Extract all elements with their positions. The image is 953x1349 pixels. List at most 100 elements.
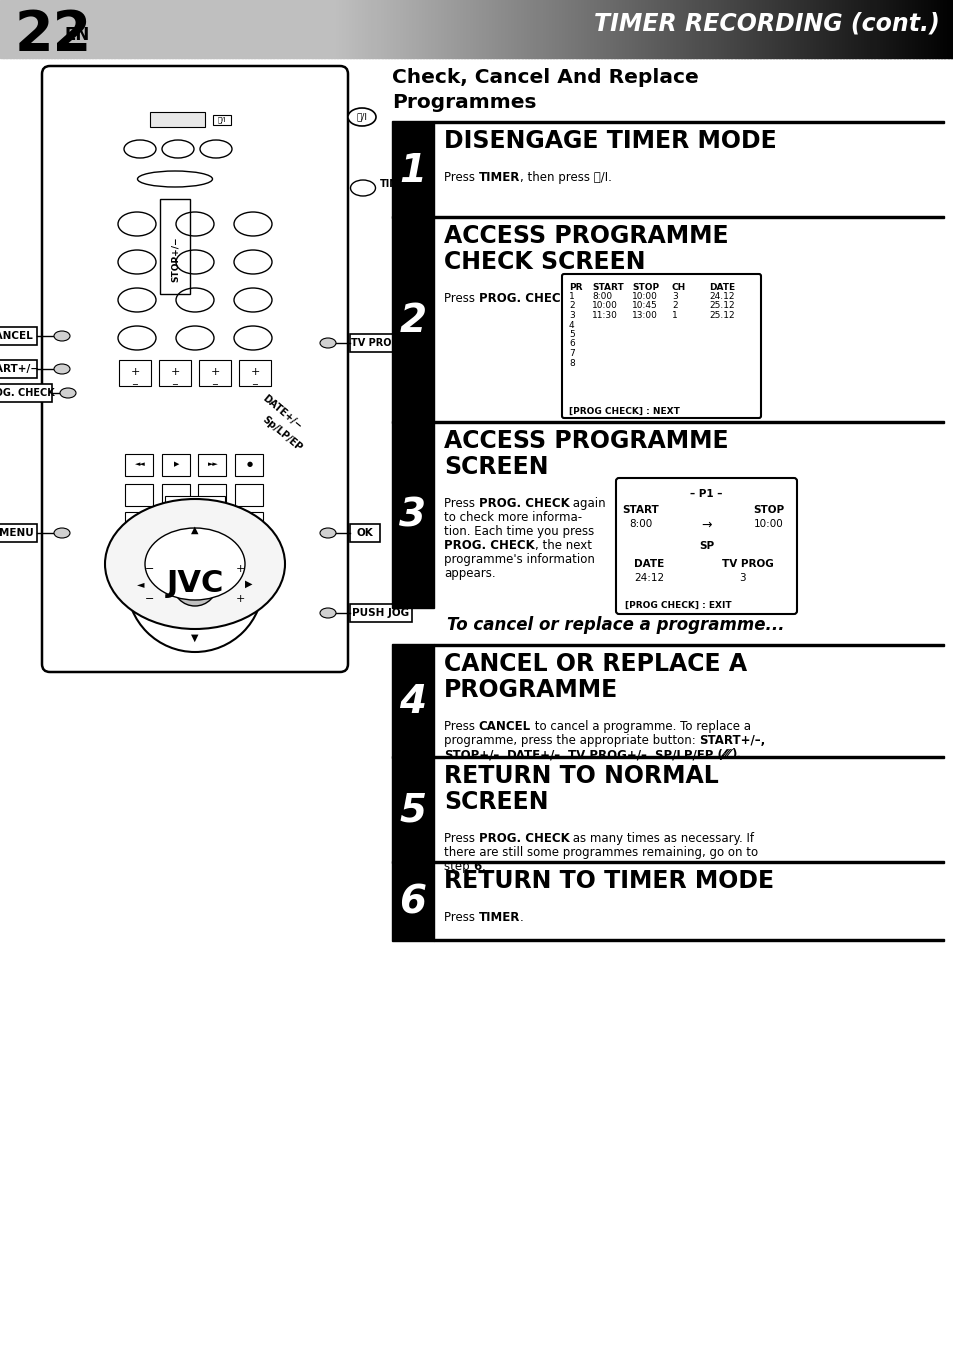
Bar: [832, 0, 837, 58]
Bar: [756, 0, 760, 58]
Bar: [375, 0, 379, 58]
Bar: [140, 0, 144, 58]
Bar: [934, 0, 938, 58]
Bar: [737, 0, 741, 58]
Bar: [38, 0, 42, 58]
Ellipse shape: [54, 364, 70, 374]
Bar: [877, 0, 881, 58]
Bar: [457, 0, 461, 58]
Bar: [781, 0, 785, 58]
Text: +: +: [171, 367, 179, 376]
Bar: [839, 0, 842, 58]
Bar: [394, 0, 398, 58]
Text: −: −: [145, 564, 154, 575]
Bar: [883, 0, 887, 58]
Bar: [283, 0, 287, 58]
Text: TIMER: TIMER: [379, 179, 414, 189]
Text: [PROG CHECK] : NEXT: [PROG CHECK] : NEXT: [568, 407, 679, 415]
Bar: [559, 0, 563, 58]
Bar: [57, 0, 61, 58]
Text: Press: Press: [443, 911, 478, 924]
Text: 4: 4: [399, 683, 426, 720]
Bar: [550, 0, 554, 58]
Text: there are still some programmes remaining, go on to: there are still some programmes remainin…: [443, 846, 758, 859]
Text: ▼: ▼: [191, 633, 198, 643]
Bar: [486, 0, 490, 58]
Bar: [426, 0, 430, 58]
Ellipse shape: [118, 212, 156, 236]
Bar: [251, 0, 255, 58]
Bar: [239, 360, 271, 386]
Bar: [432, 0, 436, 58]
Text: 3: 3: [399, 496, 426, 534]
Ellipse shape: [233, 287, 272, 312]
Bar: [434, 121, 943, 123]
Bar: [922, 0, 925, 58]
Text: ACCESS PROGRAMME: ACCESS PROGRAMME: [443, 429, 728, 453]
Bar: [613, 0, 618, 58]
Bar: [521, 0, 525, 58]
Text: 11:30: 11:30: [592, 312, 618, 320]
Bar: [765, 0, 770, 58]
Ellipse shape: [233, 212, 272, 236]
Bar: [119, 360, 151, 386]
Text: TIMER: TIMER: [478, 171, 519, 183]
Bar: [200, 0, 204, 58]
Bar: [607, 0, 611, 58]
Text: +: +: [235, 564, 244, 575]
Text: .: .: [519, 911, 523, 924]
Bar: [543, 0, 547, 58]
Bar: [3, 0, 8, 58]
Bar: [572, 0, 576, 58]
Bar: [340, 0, 344, 58]
Text: CHECK SCREEN: CHECK SCREEN: [443, 250, 645, 274]
Bar: [464, 0, 468, 58]
Bar: [193, 0, 198, 58]
Bar: [136, 0, 141, 58]
Bar: [950, 0, 953, 58]
Bar: [619, 0, 623, 58]
Text: JVC: JVC: [166, 569, 223, 599]
Bar: [234, 484, 263, 506]
Bar: [346, 0, 351, 58]
Text: 3: 3: [671, 291, 677, 301]
Bar: [445, 0, 449, 58]
Text: PUSH JOG: PUSH JOG: [352, 608, 409, 618]
Bar: [392, 216, 434, 424]
Bar: [22, 0, 27, 58]
Text: →: →: [700, 519, 711, 532]
Bar: [234, 513, 263, 534]
Bar: [127, 0, 132, 58]
Bar: [95, 0, 99, 58]
Text: SP: SP: [699, 541, 713, 550]
Bar: [51, 0, 55, 58]
Bar: [403, 0, 408, 58]
Bar: [150, 0, 153, 58]
Bar: [867, 0, 871, 58]
Bar: [636, 0, 639, 58]
Text: 7: 7: [568, 349, 574, 357]
Text: 24.12: 24.12: [708, 291, 734, 301]
Bar: [229, 0, 233, 58]
Text: START: START: [592, 283, 623, 291]
Text: Check, Cancel And Replace: Check, Cancel And Replace: [392, 67, 698, 86]
Bar: [359, 0, 363, 58]
Bar: [677, 0, 680, 58]
Bar: [216, 0, 220, 58]
Bar: [159, 0, 163, 58]
Bar: [131, 0, 134, 58]
Text: ⏻/I: ⏻/I: [217, 117, 226, 123]
Bar: [679, 0, 684, 58]
Bar: [537, 0, 541, 58]
Bar: [112, 0, 115, 58]
Bar: [234, 455, 263, 476]
Bar: [686, 0, 690, 58]
Bar: [434, 643, 943, 646]
Bar: [801, 0, 804, 58]
Bar: [807, 0, 811, 58]
Bar: [392, 421, 434, 608]
Bar: [696, 0, 700, 58]
Bar: [848, 0, 852, 58]
Bar: [479, 0, 484, 58]
Text: _: _: [253, 375, 257, 384]
